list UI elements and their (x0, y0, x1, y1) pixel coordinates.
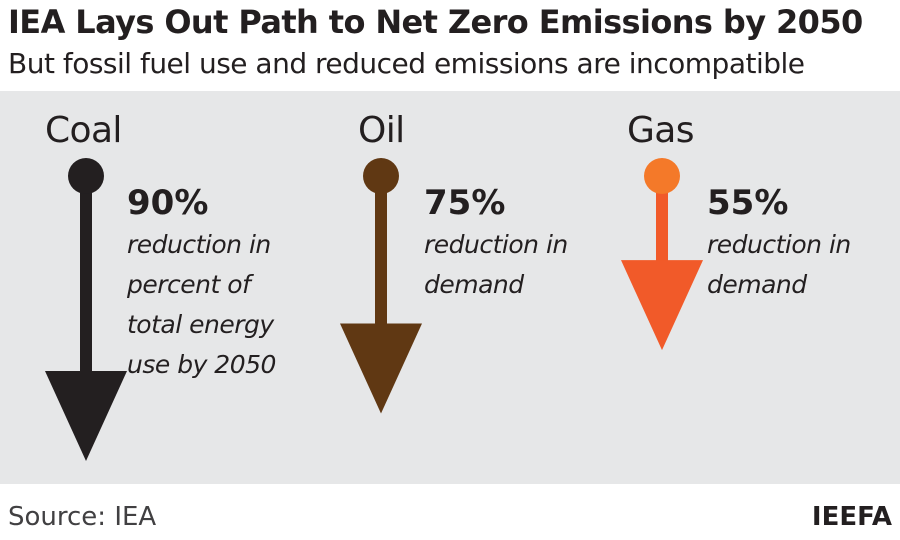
arrows-plot (45, 158, 703, 461)
coal-description-line: total energy (127, 310, 274, 339)
gas-arrow-shaft (656, 176, 668, 262)
gas-arrow-head (621, 260, 703, 351)
gas-description-line: reduction in (707, 230, 851, 259)
chart-panel: Coal 90% reduction in percent of total e… (0, 91, 900, 484)
coal-arrow-shaft (80, 176, 92, 372)
coal-value-label: 90% (127, 183, 209, 223)
chart-subtitle: But fossil fuel use and reduced emission… (8, 47, 805, 80)
coal-label: Coal (45, 110, 122, 151)
oil-arrow-shaft (375, 176, 387, 325)
coal-description: reduction in percent of total energy use… (127, 225, 276, 385)
oil-label: Oil (358, 110, 405, 151)
gas-description: reduction in demand (707, 225, 851, 305)
coal-arrow-dot (68, 158, 104, 194)
gas-arrow-dot (644, 158, 680, 194)
coal-description-line: reduction in (127, 230, 271, 259)
gas-value-label: 55% (707, 183, 789, 223)
oil-description: reduction in demand (424, 225, 568, 305)
gas-description-line: demand (707, 270, 807, 299)
brand-logo-text: IEEFA (811, 502, 892, 532)
oil-value-label: 75% (424, 183, 506, 223)
source-note: Source: IEA (8, 502, 157, 532)
chart-title: IEA Lays Out Path to Net Zero Emissions … (8, 3, 863, 41)
oil-description-line: demand (424, 270, 524, 299)
oil-description-line: reduction in (424, 230, 568, 259)
coal-arrow-head (45, 371, 127, 461)
gas-label: Gas (627, 110, 695, 151)
coal-description-line: use by 2050 (127, 350, 276, 379)
oil-arrow-head (340, 323, 422, 414)
oil-arrow-dot (363, 158, 399, 194)
coal-description-line: percent of (127, 270, 251, 299)
